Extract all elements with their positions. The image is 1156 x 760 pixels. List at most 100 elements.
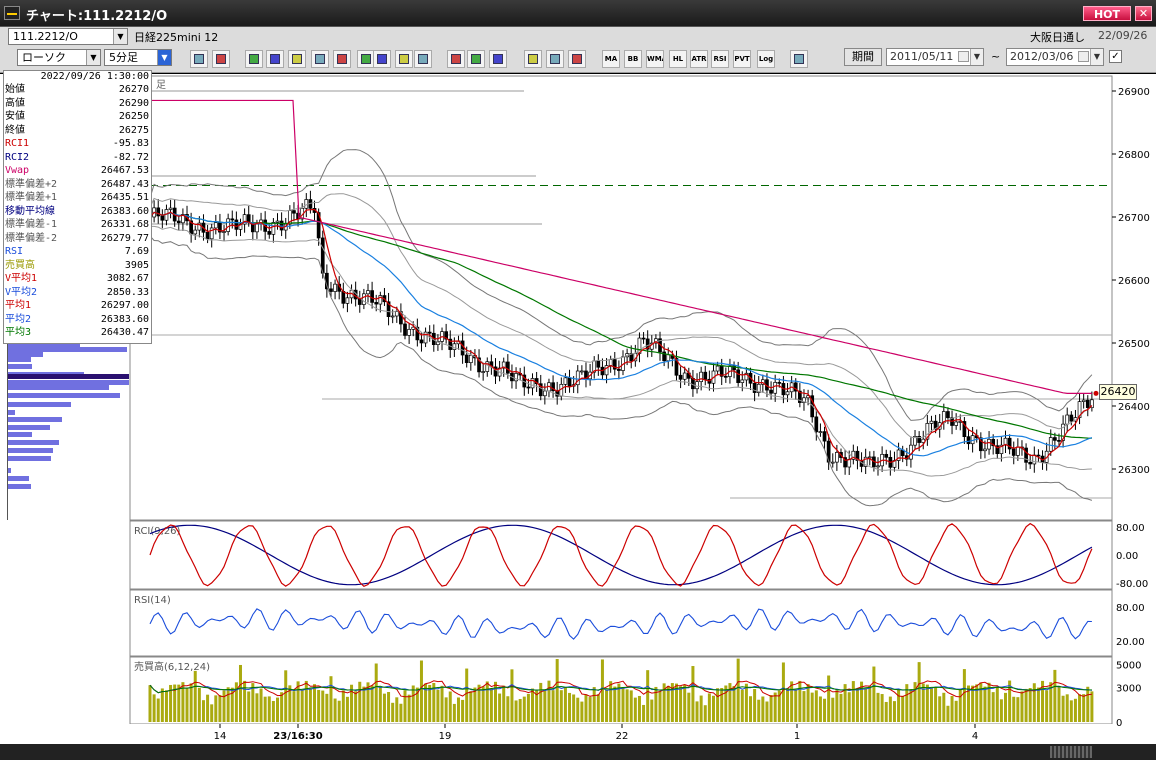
volume-bar	[378, 687, 382, 722]
date-from-field[interactable]: 2011/05/11 ▼	[886, 48, 984, 66]
volume-bar	[835, 690, 839, 722]
calendar-icon[interactable]	[1078, 51, 1089, 62]
volume-bar	[456, 697, 460, 722]
volume-bar	[572, 694, 576, 722]
candle-body	[193, 229, 198, 235]
pattern-icon[interactable]	[311, 50, 329, 68]
interval-select[interactable]: 5分足 ▼	[104, 49, 172, 66]
volume-bar	[444, 697, 448, 722]
volume-bar	[469, 691, 473, 722]
period-button[interactable]: 期間	[844, 48, 882, 66]
grid-icon[interactable]	[333, 50, 351, 68]
volume-bar	[366, 682, 370, 722]
chart-icon[interactable]	[288, 50, 306, 68]
volume-profile-bar	[7, 440, 59, 445]
candle-body	[567, 377, 572, 387]
y-tick-label: 26500	[1118, 339, 1150, 350]
candle-body	[966, 436, 971, 445]
hl-indicator-icon[interactable]: HL	[669, 50, 687, 68]
volume-profile-bar	[7, 410, 15, 415]
chevron-down-icon[interactable]: ▼	[157, 50, 171, 65]
candle-body	[917, 436, 921, 443]
candle-body	[444, 331, 448, 340]
zoom-icon[interactable]	[190, 50, 208, 68]
candle-body	[580, 370, 584, 373]
ma-indicator-icon[interactable]: MA	[602, 50, 620, 68]
horizontal-scrollbar[interactable]	[0, 744, 1156, 760]
ma3-line	[149, 211, 1092, 439]
drawing-icon[interactable]	[245, 50, 263, 68]
chart-area[interactable]: 26900 26800 26700 26600 26500 26400 26300 足 RCI(…	[0, 74, 1156, 760]
candle-body	[830, 461, 835, 464]
rsi-indicator-icon[interactable]: RSI	[711, 50, 729, 68]
volume-bar	[872, 666, 876, 722]
info-label: 平均1	[5, 300, 32, 311]
volume-bar	[814, 690, 818, 722]
candle-body	[452, 343, 457, 350]
candle-body	[530, 378, 535, 389]
volume-bar	[160, 688, 164, 722]
volume-bar	[555, 659, 559, 722]
volume-bar	[1069, 700, 1073, 722]
volume-bar	[498, 693, 502, 722]
candle-body	[485, 361, 490, 372]
candle-body	[810, 395, 815, 418]
cursor-icon[interactable]	[212, 50, 230, 68]
date-range-checkbox[interactable]: ✓	[1109, 50, 1122, 63]
hot-button[interactable]: HOT	[1083, 6, 1131, 21]
undo-icon[interactable]	[395, 50, 413, 68]
rsi-label: RSI(14)	[134, 595, 171, 606]
close-icon[interactable]: ✕	[1135, 6, 1152, 21]
volume-bar	[465, 668, 469, 722]
x-tick-label: 22	[616, 731, 629, 742]
bb-indicator-icon[interactable]: BB	[624, 50, 642, 68]
volume-bar	[255, 693, 259, 722]
symbol-select[interactable]: 111.2212/O ▼	[8, 28, 128, 45]
log-indicator-icon[interactable]: Log	[757, 50, 775, 68]
chevron-down-icon[interactable]: ▼	[86, 50, 100, 65]
color-icon[interactable]	[546, 50, 564, 68]
date-to-field[interactable]: 2012/03/06 ▼	[1006, 48, 1104, 66]
volume-bar	[222, 690, 226, 722]
volume-bar	[1053, 669, 1057, 722]
info-value: 26383.60	[100, 313, 149, 325]
candle-body	[798, 390, 802, 403]
candle-body	[793, 382, 798, 392]
chart-canvas[interactable]: 26900268002670026600265002640026300足RCI(…	[0, 74, 1156, 760]
volume-profile-bar	[7, 393, 120, 398]
volume-bar	[156, 698, 160, 722]
atr-indicator-icon[interactable]: ATR	[690, 50, 708, 68]
volume-bar	[773, 692, 777, 722]
volume-bar	[197, 687, 201, 722]
chevron-down-icon[interactable]: ▼	[970, 49, 983, 65]
indicator-icon[interactable]	[266, 50, 284, 68]
volume-bar	[424, 683, 428, 722]
volume-bar	[868, 685, 872, 722]
wma-indicator-icon[interactable]: WMA	[646, 50, 664, 68]
candle-body	[505, 361, 510, 374]
volume-bar	[354, 691, 358, 722]
candle-a-icon[interactable]	[414, 50, 432, 68]
pvt-indicator-icon[interactable]: PVT	[733, 50, 751, 68]
chevron-down-icon[interactable]: ▼	[113, 29, 127, 44]
candle-b-icon[interactable]	[447, 50, 465, 68]
tool-icon[interactable]	[524, 50, 542, 68]
chart-type-select[interactable]: ローソク ▼	[17, 49, 101, 66]
settings-icon[interactable]	[489, 50, 507, 68]
scroll-thumb[interactable]	[1050, 746, 1092, 758]
calendar-icon[interactable]	[958, 51, 969, 62]
x-axis-band	[0, 724, 1156, 744]
arrow-icon[interactable]	[373, 50, 391, 68]
export-icon[interactable]	[790, 50, 808, 68]
candle-body	[477, 357, 481, 373]
table-icon[interactable]	[568, 50, 586, 68]
info-row: RCI1 -95.83	[4, 137, 151, 151]
info-row: 高値 26290	[4, 97, 151, 111]
candle-body	[160, 215, 165, 221]
volume-bar	[267, 696, 271, 722]
chevron-down-icon[interactable]: ▼	[1090, 49, 1103, 65]
volume-bar	[543, 689, 547, 722]
all-icon[interactable]	[467, 50, 485, 68]
volume-bar	[189, 683, 193, 722]
candle-body	[197, 222, 202, 231]
